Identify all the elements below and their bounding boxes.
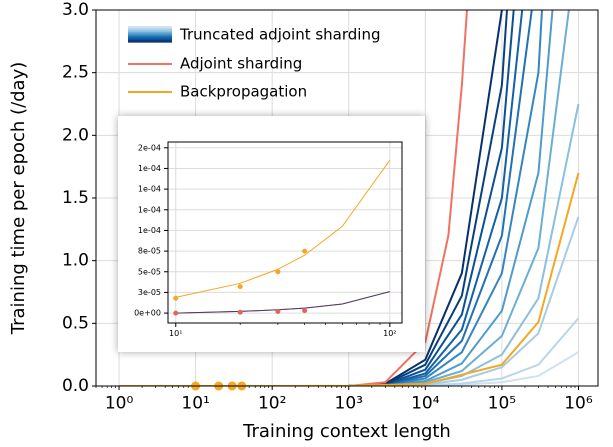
data-point: [237, 309, 243, 315]
y-tick-label: 2e-04: [138, 143, 161, 152]
data-point: [237, 284, 243, 290]
y-tick-label: 0e+00: [134, 309, 161, 318]
plot-frame: [95, 9, 599, 387]
y-tick-label: 1e-04: [138, 205, 161, 214]
y-tick-label: 2.5: [62, 63, 89, 83]
series-line: [119, 10, 468, 386]
inset-panel: [118, 116, 425, 352]
series-line: [175, 291, 390, 314]
x-tick-label: 10²: [383, 329, 396, 338]
y-tick-label: 3e-05: [138, 288, 161, 297]
y-tick-label: 1.5: [62, 188, 89, 208]
x-tick-label: 10⁰: [105, 394, 134, 414]
data-point: [173, 310, 179, 316]
x-tick-label: 10¹: [169, 329, 182, 338]
x-tick-label: 10³: [335, 394, 363, 414]
x-tick-label: 10¹: [181, 394, 209, 414]
y-axis-label: Training time per epoch (/day): [8, 62, 29, 336]
x-tick-label: 10⁶: [564, 394, 593, 414]
plot-frame: [167, 141, 403, 324]
data-point: [302, 248, 308, 254]
y-tick-label: 8e-05: [138, 247, 161, 256]
y-tick-label: 1.0: [62, 251, 89, 271]
x-tick-label: 10⁵: [488, 394, 516, 414]
y-tick-label: 1e-04: [138, 226, 161, 235]
legend-label: Backpropagation: [180, 83, 307, 101]
legend-label: Truncated adjoint sharding: [179, 26, 381, 44]
data-point: [275, 269, 281, 275]
series-line: [175, 159, 391, 298]
y-tick-label: 0.5: [62, 313, 89, 333]
y-tick-label: 5e-05: [138, 267, 161, 276]
data-point: [302, 308, 308, 314]
y-tick-label: 1e-04: [138, 185, 161, 194]
x-tick-label: 10²: [258, 394, 286, 414]
truncated-line: [348, 10, 503, 386]
y-tick-label: 0.0: [62, 376, 89, 396]
x-axis-label: Training context length: [242, 421, 451, 442]
y-tick-label: 3.0: [62, 0, 89, 20]
main-plot: 10⁰ 10¹ 10² 10³ 10⁴ 10⁵ 10⁶ 0.0 0.5 1.0 1.5 2.0 2.5 3…: [8, 0, 599, 442]
legend-label: Adjoint sharding: [180, 55, 302, 73]
inset-plot: 10¹ 10² 0e+00 3e-05 5e-05 8e-05 1e-04 1e-04 1e-0…: [118, 116, 425, 352]
x-tick-label: 10⁴: [411, 394, 440, 414]
data-point: [173, 295, 179, 301]
data-point: [275, 308, 281, 314]
y-tick-label: 1e-04: [138, 164, 161, 173]
y-tick-label: 2.0: [62, 125, 89, 145]
